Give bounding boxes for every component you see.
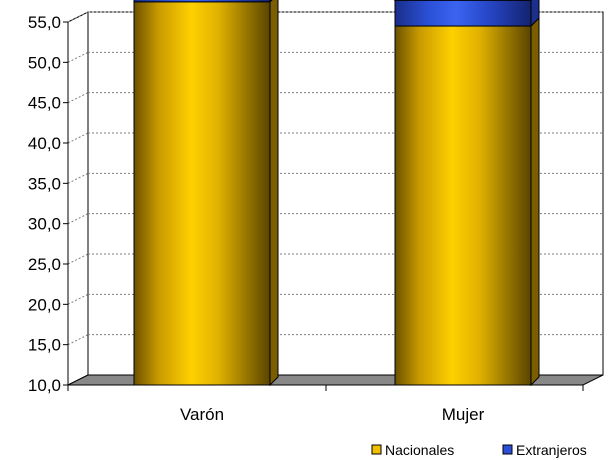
bar-varn-nacionales — [133, 0, 279, 387]
bar-side — [269, 0, 273, 4]
y-tick-label: 50,0 — [28, 53, 61, 72]
x-category-label: Mujer — [442, 405, 485, 424]
y-tick-label: 55,0 — [28, 13, 61, 32]
bar-mujer-extranjeros — [393, 0, 540, 28]
bar-side — [530, 16, 540, 387]
bar-varn-extranjeros — [133, 0, 273, 4]
legend-label: Extranjeros — [516, 442, 587, 458]
legend-item-nacionales: Nacionales — [371, 442, 454, 458]
y-tick-label: 45,0 — [28, 94, 61, 113]
x-category-label: Varón — [180, 405, 224, 424]
bars — [133, 0, 540, 387]
side-wall — [67, 11, 89, 386]
bar-side — [269, 0, 279, 387]
legend-item-extranjeros: Extranjeros — [502, 442, 587, 458]
y-tick-label: 35,0 — [28, 174, 61, 193]
legend-swatch — [371, 444, 382, 455]
legend-swatch — [502, 444, 513, 455]
bar-front — [133, 0, 271, 3]
bar-side — [530, 0, 540, 28]
y-tick-label: 15,0 — [28, 336, 61, 355]
bar-front — [133, 1, 271, 386]
bar-front — [394, 0, 532, 27]
y-tick-label: 40,0 — [28, 134, 61, 153]
bar-mujer-nacionales — [394, 16, 540, 387]
bar-front — [394, 25, 532, 386]
y-tick-label: 10,0 — [28, 376, 61, 395]
x-axis: Varón Mujer — [67, 384, 584, 424]
y-tick-label: 30,0 — [28, 215, 61, 234]
y-tick-label: 20,0 — [28, 295, 61, 314]
y-axis: 10,0 15,0 20,0 25,0 30,0 35,0 40,0 45,0 50,0 55,0 — [28, 13, 69, 395]
legend: Nacionales Extranjeros — [371, 442, 587, 458]
y-tick-label: 25,0 — [28, 255, 61, 274]
legend-label: Nacionales — [385, 442, 454, 458]
